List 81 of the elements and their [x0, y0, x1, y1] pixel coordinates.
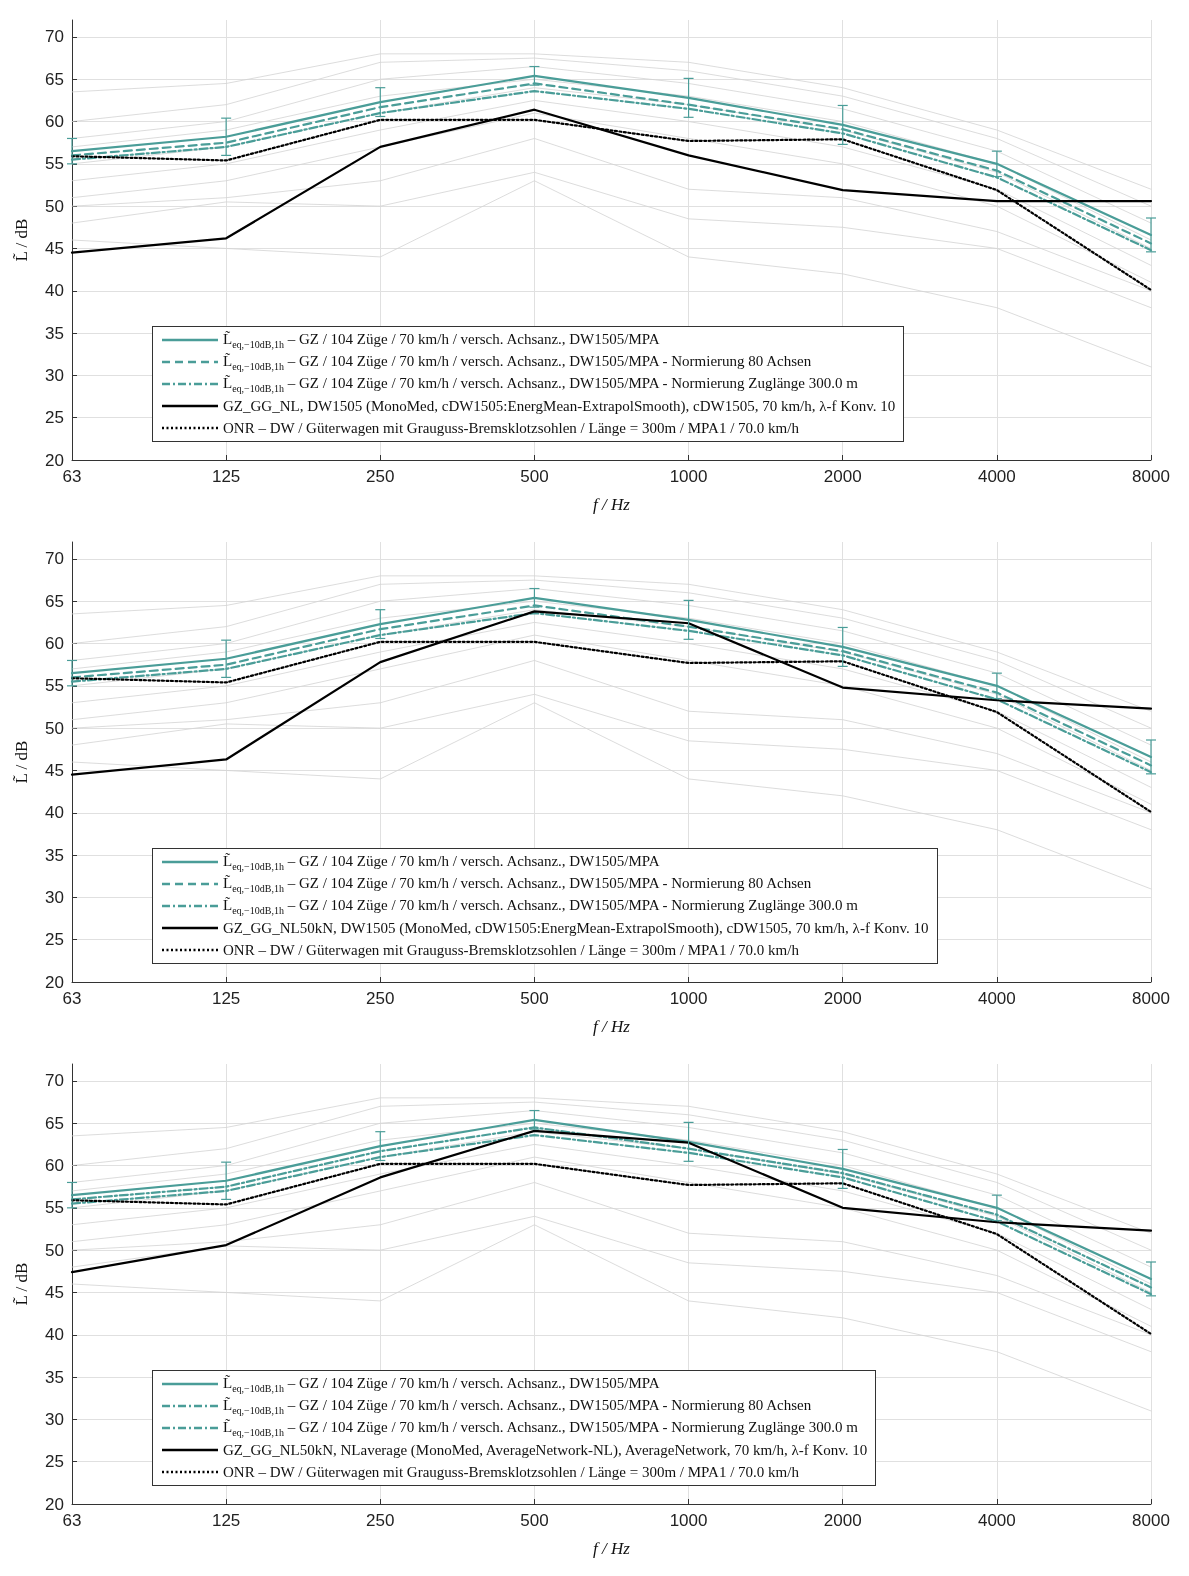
legend-label: ONR – DW / Güterwagen mit Grauguss-Bremsklotzsohlen / Länge = 300m / MPA1 / 70.0 km/h	[223, 1463, 799, 1481]
y-tick-label: 20	[45, 450, 64, 470]
y-tick-label: 45	[45, 238, 64, 258]
y-tick-label: 70	[45, 1071, 64, 1091]
x-tick-label: 250	[366, 989, 395, 1008]
y-tick-label: 30	[45, 1409, 64, 1429]
y-tick-label: 25	[45, 408, 64, 428]
x-tick-label: 4000	[977, 467, 1016, 486]
y-tick-label: 35	[45, 323, 64, 343]
x-tick-label: 2000	[823, 1511, 862, 1530]
x-tick-label: 125	[211, 1511, 241, 1530]
y-tick-label: 65	[45, 591, 64, 611]
x-tick-label: 250	[366, 467, 395, 486]
y-tick-label: 45	[45, 1282, 64, 1302]
legend-label: GZ_GG_NL50kN, DW1505 (MonoMed, cDW1505:EnergMean-ExtrapolSmooth), cDW1505, 70 km/h, λ-f Konv. 10	[223, 919, 929, 937]
y-tick-label: 60	[45, 112, 64, 132]
y-tick-label: 55	[45, 154, 64, 174]
x-tick-label: 2000	[823, 989, 862, 1008]
y-tick-label: 50	[45, 1240, 64, 1260]
legend-label: L̃$_{eq,−10dB,1h}$ – GZ / 104 Züge / 70 km/h / versch. Achsanz., DW1505/MPA - Normierung Zuglänge 300.0 m	[223, 1418, 858, 1438]
legend-label: L̃$_{eq,−10dB,1h}$ – GZ / 104 Züge / 70 km/h / versch. Achsanz., DW1505/MPA	[223, 1374, 660, 1394]
x-tick-label: 63	[62, 989, 82, 1008]
legend-label: GZ_GG_NL50kN, NLaverage (MonoMed, AverageNetwork-NL), AverageNetwork, 70 km/h, λ-f Konv. 10	[223, 1441, 868, 1459]
x-tick-label: 500	[520, 989, 549, 1008]
x-axis-title: f / Hz	[593, 1539, 631, 1558]
y-tick-label: 30	[45, 365, 64, 385]
y-tick-label: 20	[45, 972, 64, 992]
x-axis-title: f / Hz	[593, 1017, 631, 1036]
y-tick-label: 25	[45, 1452, 64, 1472]
legend-label: L̃$_{eq,−10dB,1h}$ – GZ / 104 Züge / 70 km/h / versch. Achsanz., DW1505/MPA - Normierung 80 Achsen	[223, 1396, 812, 1416]
legend-label: L̃$_{eq,−10dB,1h}$ – GZ / 104 Züge / 70 km/h / versch. Achsanz., DW1505/MPA	[223, 330, 660, 350]
x-tick-label: 8000	[1132, 1511, 1170, 1530]
y-tick-label: 50	[45, 718, 64, 738]
x-tick-label: 500	[520, 1511, 549, 1530]
legend-label: ONR – DW / Güterwagen mit Grauguss-Bremsklotzsohlen / Länge = 300m / MPA1 / 70.0 km/h	[223, 941, 799, 959]
y-tick-label: 50	[45, 196, 64, 216]
legend-label: L̃$_{eq,−10dB,1h}$ – GZ / 104 Züge / 70 km/h / versch. Achsanz., DW1505/MPA - Normierung 80 Achsen	[223, 874, 812, 894]
y-tick-label: 35	[45, 1367, 64, 1387]
y-tick-label: 35	[45, 845, 64, 865]
y-tick-label: 65	[45, 1113, 64, 1133]
x-tick-label: 500	[520, 467, 549, 486]
x-tick-label: 63	[62, 467, 82, 486]
x-tick-label: 1000	[669, 1511, 708, 1530]
y-tick-label: 40	[45, 803, 64, 823]
y-axis-title: L̃ / dB	[12, 740, 31, 784]
y-tick-label: 70	[45, 27, 64, 47]
y-tick-label: 55	[45, 676, 64, 696]
y-tick-label: 20	[45, 1494, 64, 1514]
x-tick-label: 1000	[669, 989, 708, 1008]
x-tick-label: 8000	[1132, 989, 1170, 1008]
x-tick-label: 250	[366, 1511, 395, 1530]
y-tick-label: 30	[45, 887, 64, 907]
line-series	[71, 693, 1152, 831]
x-tick-label: 63	[62, 1511, 82, 1530]
x-tick-label: 2000	[823, 467, 862, 486]
y-tick-label: 40	[45, 1325, 64, 1345]
x-tick-label: 125	[211, 467, 241, 486]
x-tick-label: 8000	[1132, 467, 1170, 486]
legend-label: ONR – DW / Güterwagen mit Grauguss-Bremsklotzsohlen / Länge = 300m / MPA1 / 70.0 km/h	[223, 419, 799, 437]
line-series	[71, 171, 1152, 309]
x-tick-label: 1000	[669, 467, 708, 486]
line-series	[71, 1215, 1152, 1353]
legend-label: L̃$_{eq,−10dB,1h}$ – GZ / 104 Züge / 70 km/h / versch. Achsanz., DW1505/MPA	[223, 852, 660, 872]
y-tick-label: 40	[45, 281, 64, 301]
legend-label: L̃$_{eq,−10dB,1h}$ – GZ / 104 Züge / 70 km/h / versch. Achsanz., DW1505/MPA - Normierung 80 Achsen	[223, 352, 812, 372]
legend-label: GZ_GG_NL, DW1505 (MonoMed, cDW1505:EnergMean-ExtrapolSmooth), cDW1505, 70 km/h, λ-f Konv. 10	[223, 397, 896, 415]
y-tick-label: 60	[45, 634, 64, 654]
x-tick-label: 4000	[977, 989, 1016, 1008]
x-tick-label: 125	[211, 989, 241, 1008]
y-tick-label: 45	[45, 760, 64, 780]
y-tick-label: 70	[45, 549, 64, 569]
x-tick-label: 4000	[977, 1511, 1016, 1530]
y-tick-label: 60	[45, 1156, 64, 1176]
legend-label: L̃$_{eq,−10dB,1h}$ – GZ / 104 Züge / 70 km/h / versch. Achsanz., DW1505/MPA - Normierung Zuglänge 300.0 m	[223, 374, 858, 394]
y-tick-label: 55	[45, 1198, 64, 1218]
y-axis-title: L̃ / dB	[12, 218, 31, 262]
legend-label: L̃$_{eq,−10dB,1h}$ – GZ / 104 Züge / 70 km/h / versch. Achsanz., DW1505/MPA - Normierung Zuglänge 300.0 m	[223, 896, 858, 916]
x-axis-title: f / Hz	[593, 495, 631, 514]
y-tick-label: 25	[45, 930, 64, 950]
y-axis-title: L̃ / dB	[12, 1262, 31, 1306]
y-tick-label: 65	[45, 69, 64, 89]
